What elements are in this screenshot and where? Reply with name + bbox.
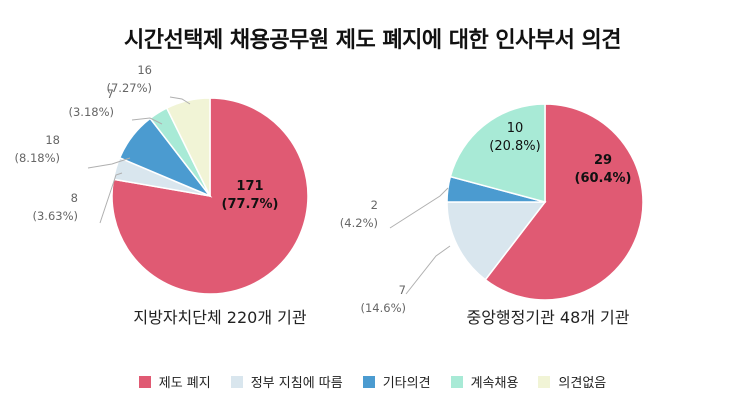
- data-label-value: 29: [594, 153, 612, 168]
- legend-item-no-opinion: 의견없음: [538, 372, 606, 391]
- data-label-percent: (7.27%): [106, 81, 152, 95]
- legend-swatch: [362, 375, 375, 388]
- data-label-value: 18: [45, 133, 60, 147]
- pie-slice: [165, 97, 211, 197]
- legend-item-continue: 계속채용: [450, 372, 519, 391]
- leader-line: [169, 96, 191, 105]
- legend: 제도 폐지 정부 지침에 따름 기타의견 계속채용 의견없음: [0, 372, 745, 391]
- pie-slice: [449, 103, 546, 203]
- pie-charts: 171 (77.7%) 8 (3.63%) 18 (8.18%) 7 (3.18%) 16 (7.…: [14, 63, 644, 315]
- data-label-percent: (20.8%): [489, 139, 540, 154]
- leader-line: [99, 172, 123, 224]
- legend-label: 정부 지침에 따름: [250, 376, 343, 391]
- pie-slice: [446, 201, 547, 281]
- legend-swatch: [138, 375, 151, 388]
- legend-swatch: [230, 375, 243, 388]
- data-label-percent: (14.6%): [360, 301, 406, 315]
- data-label-value: 2: [371, 198, 378, 212]
- data-label-percent: (3.18%): [68, 105, 114, 119]
- data-label-value: 16: [137, 63, 152, 77]
- data-label-percent: (8.18%): [14, 151, 60, 165]
- data-label-value: 171: [236, 179, 263, 194]
- legend-label: 계속채용: [470, 376, 519, 391]
- chart-title: 시간선택제 채용공무원 제도 폐지에 대한 인사부서 의견: [124, 28, 621, 53]
- leader-line: [87, 157, 131, 169]
- data-label-value: 8: [71, 191, 78, 205]
- data-label-percent: (3.63%): [32, 209, 78, 223]
- data-label-percent: (4.2%): [340, 216, 378, 230]
- data-label-percent: (77.7%): [222, 197, 279, 212]
- data-label-value: 7: [107, 87, 114, 101]
- legend-item-follow-guideline: 정부 지침에 따름: [230, 372, 343, 391]
- data-label-value: 7: [399, 283, 406, 297]
- legend-item-other: 기타의견: [362, 372, 431, 391]
- legend-label: 기타의견: [382, 376, 431, 391]
- pie-caption-local-gov: 지방자치단체 220개 기관: [133, 308, 307, 327]
- legend-swatch: [538, 375, 551, 388]
- legend-swatch: [450, 375, 463, 388]
- data-label-value: 10: [507, 121, 524, 136]
- data-label-percent: (60.4%): [575, 171, 632, 186]
- leader-line: [389, 187, 449, 229]
- pie-slice: [484, 103, 644, 301]
- pie-caption-central-gov: 중앙행정기관 48개 기관: [466, 308, 630, 327]
- legend-label: 제도 폐지: [158, 376, 211, 391]
- leader-line: [131, 117, 163, 125]
- legend-item-abolish: 제도 폐지: [138, 372, 211, 391]
- leader-line: [405, 245, 451, 295]
- legend-label: 의견없음: [558, 376, 607, 391]
